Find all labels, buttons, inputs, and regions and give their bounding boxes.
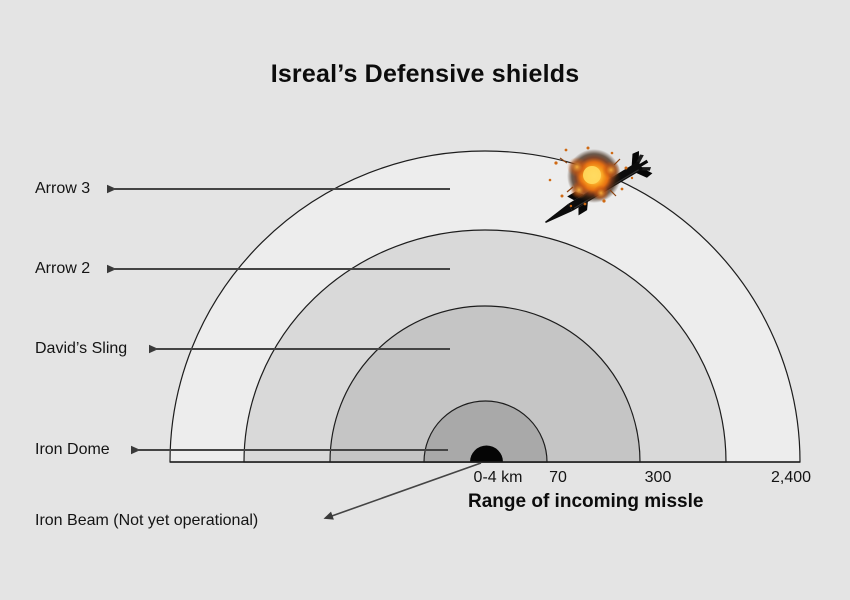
- explosion-sparks: [548, 146, 634, 208]
- tick-label-iron-beam-range: 0-4 km: [473, 469, 523, 486]
- arrow3-callout-line: [107, 184, 450, 194]
- explosion-icon: [548, 146, 634, 208]
- iron-dome-callout-line: [131, 445, 448, 455]
- tick-label-iron-dome-range: 70: [549, 469, 567, 486]
- callout-lines: [107, 184, 482, 520]
- exploding-missile-icon: [545, 146, 653, 223]
- davids-sling-callout-line: [149, 344, 450, 354]
- explosion-debris: [559, 157, 621, 197]
- x-axis-title: Range of incoming missle: [468, 491, 704, 512]
- iron-beam-callout-line: [323, 462, 482, 520]
- tick-label-arrow3-range: 2,400: [770, 469, 812, 486]
- callout-label-arrow3: Arrow 3: [35, 180, 91, 197]
- callout-label-iron-dome: Iron Dome: [35, 441, 110, 458]
- arrow2-callout-line: [107, 264, 450, 274]
- iron-beam-dome: [470, 445, 503, 462]
- iron-dome-range-band: [423, 400, 548, 463]
- callout-label-davids-sling: David’s Sling: [35, 340, 128, 357]
- chart-title: Isreal’s Defensive shields: [270, 60, 580, 88]
- davids-sling-range-band: [329, 305, 641, 463]
- callout-label-iron-beam: Iron Beam (Not yet operational): [35, 512, 259, 529]
- callout-label-arrow2: Arrow 2: [35, 260, 91, 277]
- tick-label-davids-sling-range: 300: [644, 469, 672, 486]
